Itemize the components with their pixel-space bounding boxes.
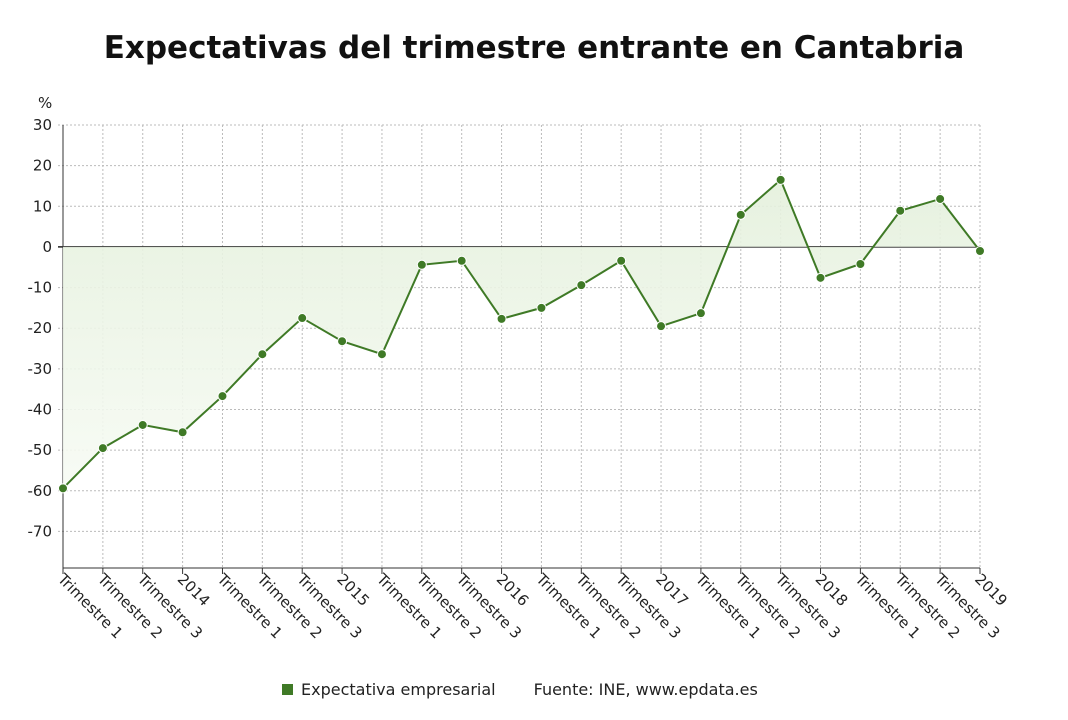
data-point <box>895 205 906 216</box>
area-fill <box>63 179 980 489</box>
data-point <box>855 258 866 269</box>
data-point <box>297 313 308 324</box>
data-point <box>58 483 68 494</box>
data-point <box>496 313 507 324</box>
legend-label: Expectativa empresarial <box>301 680 496 699</box>
y-tick-label: -30 <box>28 360 53 378</box>
data-point <box>137 419 148 430</box>
data-point <box>656 321 667 332</box>
data-point <box>815 272 826 283</box>
y-tick-label: -40 <box>28 400 53 418</box>
y-tick-label: -50 <box>28 441 53 459</box>
data-point <box>735 209 746 220</box>
data-point <box>576 280 587 291</box>
y-tick-label: 30 <box>33 116 52 134</box>
data-point <box>456 255 467 266</box>
legend: Expectativa empresarial Fuente: INE, www… <box>282 680 758 699</box>
data-point <box>217 391 228 402</box>
data-point <box>337 336 348 347</box>
chart-title: Expectativas del trimestre entrante en C… <box>103 30 965 66</box>
y-tick-label: -20 <box>28 319 53 337</box>
data-point <box>257 349 268 360</box>
data-point <box>416 259 427 270</box>
data-point <box>376 349 387 360</box>
data-point <box>935 193 946 204</box>
data-point <box>536 302 547 313</box>
y-tick-label: 10 <box>33 197 52 215</box>
y-tick-label: -10 <box>28 279 53 297</box>
series-line <box>62 178 981 490</box>
y-tick-label: 0 <box>42 238 52 256</box>
data-point <box>695 308 706 319</box>
y-axis-unit: % <box>38 94 52 112</box>
y-tick-label: 20 <box>33 157 52 175</box>
data-point <box>616 255 627 266</box>
data-point <box>97 443 108 454</box>
y-tick-label: -70 <box>28 522 53 540</box>
data-point <box>775 174 786 185</box>
y-tick-label: -60 <box>28 482 53 500</box>
data-point <box>975 245 985 256</box>
legend-swatch <box>282 684 293 695</box>
data-point <box>177 427 188 438</box>
source-note: Fuente: INE, www.epdata.es <box>533 680 758 699</box>
